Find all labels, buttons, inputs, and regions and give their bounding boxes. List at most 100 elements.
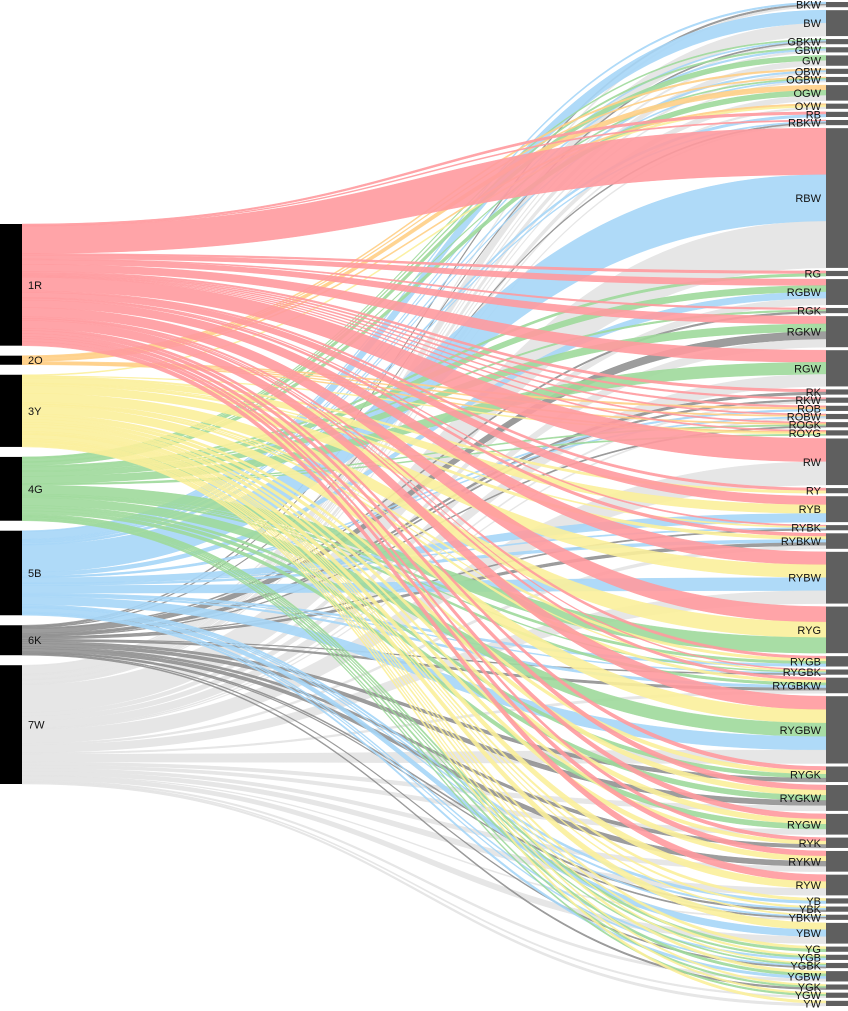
target-node-YGB [826,954,848,960]
target-label-OYW: OYW [795,101,822,113]
target-label-RYBKW: RYBKW [781,536,822,548]
target-node-RYBW [826,551,848,604]
target-label-YB: YB [806,896,821,908]
flow-7W-to-RYW [21,770,827,896]
source-label-3Y: 3Y [28,406,42,418]
target-node-RYK [826,837,848,848]
source-node-7W [0,665,22,784]
target-node-RGBW [826,279,848,305]
target-node-RYGBKW [826,677,848,694]
target-label-YBW: YBW [796,928,822,940]
target-node-YGW [826,992,848,998]
target-node-RYGB [826,656,848,667]
target-node-RYBK [826,525,848,531]
target-node-ROYG [826,430,848,436]
target-node-GBKW [826,39,848,45]
target-label-RBW: RBW [795,193,821,205]
target-node-RG [826,270,848,277]
target-label-GBW: GBW [795,45,822,57]
target-label-YGBK: YGBK [790,961,821,973]
target-node-RYKW [826,850,848,872]
target-label-RYK: RYK [799,838,822,850]
target-node-OYW [826,103,848,109]
target-label-RYG: RYG [797,625,821,637]
target-node-GBW [826,47,848,53]
target-node-RYB [826,496,848,523]
target-node-RYBKW [826,533,848,549]
source-node-3Y [0,374,22,447]
target-node-RGW [826,350,848,387]
flow-7W-to-YBKW [21,774,827,921]
target-label-RYGW: RYGW [787,819,822,831]
target-node-YBW [826,922,848,944]
source-node-6K [0,625,22,656]
target-node-YW [826,1000,848,1006]
target-node-ROGK [826,422,848,428]
source-label-1R: 1R [28,280,42,292]
target-node-RGK [826,307,848,314]
target-node-RBW [826,128,848,268]
target-label-RYGB: RYGB [790,656,821,668]
target-node-RYG [826,606,848,654]
target-label-GW: GW [802,56,822,68]
target-label-OGW: OGW [794,88,822,100]
target-label-RYW: RYW [796,880,822,892]
target-label-ROB: ROB [797,403,821,415]
target-label-RGK: RGK [797,306,822,318]
target-label-GBKW: GBKW [787,37,821,49]
source-label-5B: 5B [28,568,41,580]
target-label-YBK: YBK [799,904,822,916]
source-label-7W: 7W [28,720,45,732]
source-label-6K: 6K [28,635,42,647]
target-node-YBKW [826,914,848,920]
target-label-RYBK: RYBK [791,523,821,535]
target-label-YW: YW [803,998,821,1010]
target-label-OGBW: OGBW [786,75,821,87]
target-label-RKW: RKW [795,395,821,407]
target-node-RYGW [826,813,848,835]
target-node-OGW [826,85,848,101]
target-label-RBKW: RBKW [788,118,822,130]
target-label-RYGBKW: RYGBKW [772,680,821,692]
target-node-RYGBK [826,669,848,675]
target-label-RYGK: RYGK [790,769,822,781]
target-label-RYGBK: RYGBK [783,667,822,679]
target-node-YGBK [826,962,848,969]
target-node-RYW [826,874,848,896]
target-label-RYB: RYB [799,504,821,516]
target-label-RW: RW [803,457,822,469]
target-node-RGKW [826,316,848,348]
target-label-BW: BW [803,18,821,30]
target-label-YGK: YGK [798,982,822,994]
target-label-ROYG: ROYG [789,428,821,440]
source-label-4G: 4G [28,484,43,496]
target-label-OBW: OBW [795,66,822,78]
target-label-ROGK: ROGK [789,420,822,432]
target-node-RY [826,488,848,494]
target-node-YB [826,898,848,904]
target-node-YGBW [826,971,848,982]
target-node-BKW [826,2,848,8]
target-label-YGW: YGW [795,990,822,1002]
target-label-RK: RK [806,387,822,399]
flow-7W-to-YGBW [21,779,827,982]
target-node-OBW [826,68,848,74]
target-node-YG [826,946,848,952]
source-node-4G [0,456,22,521]
flow-4G-to-YG [21,513,827,952]
target-node-YBK [826,906,848,912]
flow-7W-to-RYKW [21,767,827,872]
target-label-YBKW: YBKW [789,912,822,924]
source-nodes: 1R 2O 3Y 4G 5B 6K 7W [0,224,45,784]
flow-7W-to-RW [21,461,827,744]
source-label-2O: 2O [28,355,43,367]
target-label-ROBW: ROBW [787,412,822,424]
source-node-2O [0,355,22,365]
target-node-RKW [826,397,848,403]
flow-7W-to-YBW [21,775,827,944]
target-label-RYKW: RYKW [788,856,821,868]
target-node-YGK [826,984,848,990]
